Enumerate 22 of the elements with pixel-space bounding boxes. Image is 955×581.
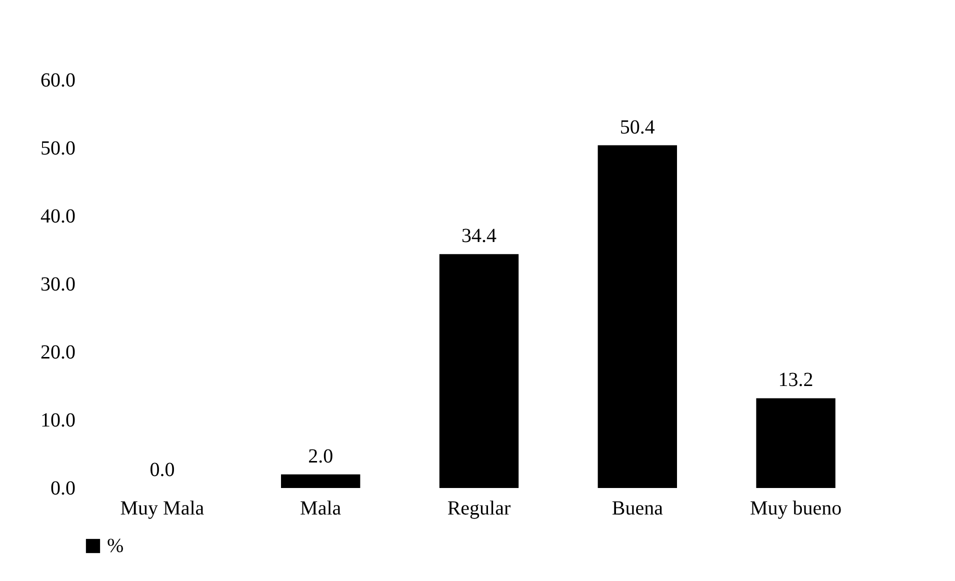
data-label: 0.0 [150,459,175,481]
data-label: 13.2 [778,369,814,392]
data-label: 34.4 [462,225,496,248]
y-tick-label: 40.0 [40,206,76,228]
data-label: 50.4 [620,116,655,138]
x-tick-label: Muy Mala [120,498,204,520]
bar [756,398,836,488]
x-tick-label: Regular [447,498,511,520]
y-tick-label: 20.0 [40,342,76,364]
x-tick-label: Buena [612,498,664,520]
y-tick-label: 50.0 [40,138,76,160]
bar [281,474,360,488]
y-tick-label: 60.0 [40,70,76,92]
y-tick-label: 10.0 [40,410,76,432]
bar [598,145,677,488]
y-tick-label: 0.0 [50,478,76,500]
x-tick-label: Muy bueno [750,498,842,520]
x-tick-label: Mala [300,498,342,520]
bar [439,254,519,488]
legend-label: % [107,535,124,557]
y-tick-label: 30.0 [40,274,76,296]
data-label: 2.0 [308,445,334,468]
